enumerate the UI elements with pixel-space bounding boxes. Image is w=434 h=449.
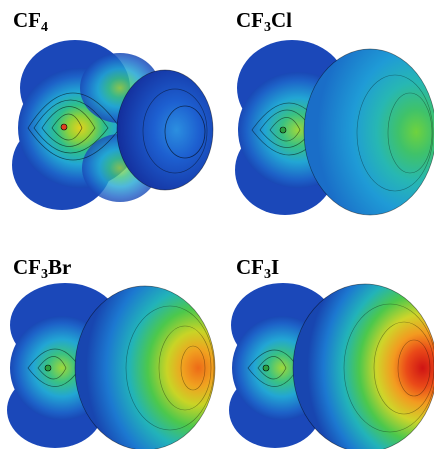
- cf3br-bromine-lobe: [74, 285, 216, 449]
- cf3br-marker: [44, 364, 52, 372]
- label-cf3br-subscript: 3: [41, 267, 48, 282]
- label-cf4-prefix: CF: [13, 8, 41, 32]
- molecule-cf3cl: [235, 40, 434, 216]
- label-cf3br-prefix: CF: [13, 255, 41, 279]
- label-cf4: CF4: [13, 10, 48, 35]
- label-cf3i-prefix: CF: [236, 255, 264, 279]
- cf4-fluorine-lobe-right: [116, 69, 214, 191]
- cf4-sigma-hole-marker: [60, 123, 68, 131]
- label-cf3cl-prefix: CF: [236, 8, 264, 32]
- label-cf3br-suffix: Br: [48, 255, 72, 279]
- label-cf3i-suffix: I: [271, 255, 280, 279]
- label-cf3i-subscript: 3: [264, 267, 271, 282]
- molecule-cf3i: [229, 283, 434, 449]
- label-cf3cl: CF3Cl: [236, 10, 292, 35]
- molecule-cf3br: [7, 283, 216, 449]
- label-cf3cl-suffix: Cl: [271, 8, 292, 32]
- cf3cl-marker: [279, 126, 287, 134]
- cf3i-marker: [262, 364, 270, 372]
- molecule-cf4: [12, 40, 214, 210]
- label-cf3br: CF3Br: [13, 257, 71, 282]
- label-cf3cl-subscript: 3: [264, 20, 271, 35]
- cf3i-iodine-lobe: [292, 283, 434, 449]
- label-cf4-subscript: 4: [41, 20, 48, 35]
- label-cf3i: CF3I: [236, 257, 279, 282]
- cf3cl-chlorine-lobe: [303, 48, 434, 216]
